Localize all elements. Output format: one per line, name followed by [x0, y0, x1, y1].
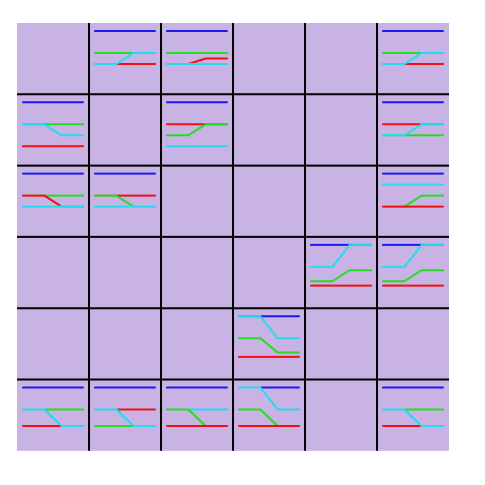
grid-cell[interactable]	[89, 379, 161, 451]
grid-cell[interactable]	[377, 308, 449, 380]
grid-cell[interactable]	[17, 308, 89, 380]
green-wire	[166, 123, 228, 137]
grid-cell[interactable]	[305, 236, 377, 309]
cyan-wire	[238, 315, 300, 340]
cyan-wire	[382, 123, 444, 137]
cyan-wire	[22, 408, 84, 427]
grid-cell[interactable]	[17, 236, 89, 309]
cyan-wire	[310, 243, 372, 268]
grid-cell[interactable]	[17, 23, 89, 95]
grid-cell[interactable]	[161, 165, 233, 237]
grid-cell[interactable]	[233, 308, 305, 380]
cyan-wire	[382, 52, 444, 65]
cyan-wire	[238, 386, 300, 411]
grid-cell[interactable]	[233, 94, 305, 166]
cyan-wire	[382, 408, 444, 427]
grid-cell[interactable]	[161, 308, 233, 380]
grid-cell[interactable]	[305, 165, 377, 237]
grid-cell[interactable]	[305, 94, 377, 166]
grid-cell[interactable]	[89, 236, 161, 309]
grid-cell[interactable]	[89, 94, 161, 166]
grid-cell[interactable]	[89, 308, 161, 380]
grid-cell[interactable]	[161, 236, 233, 309]
cyan-wire	[382, 243, 444, 268]
cyan-wire	[94, 408, 156, 427]
grid-cell[interactable]	[377, 379, 449, 451]
grid-cell[interactable]	[161, 379, 233, 451]
grid-cell[interactable]	[305, 23, 377, 95]
cyan-wire	[94, 52, 156, 65]
grid-cell[interactable]	[17, 379, 89, 451]
green-wire	[310, 269, 372, 283]
grid-cell[interactable]	[233, 165, 305, 237]
grid-cell[interactable]	[233, 379, 305, 451]
green-wire	[238, 337, 300, 354]
cyan-wire	[22, 123, 84, 137]
grid-cell[interactable]	[305, 379, 377, 451]
green-wire	[382, 269, 444, 283]
grid-cell[interactable]	[233, 236, 305, 309]
grid-cell[interactable]	[305, 308, 377, 380]
grid-cell[interactable]	[233, 23, 305, 95]
grid-cell[interactable]	[377, 236, 449, 309]
